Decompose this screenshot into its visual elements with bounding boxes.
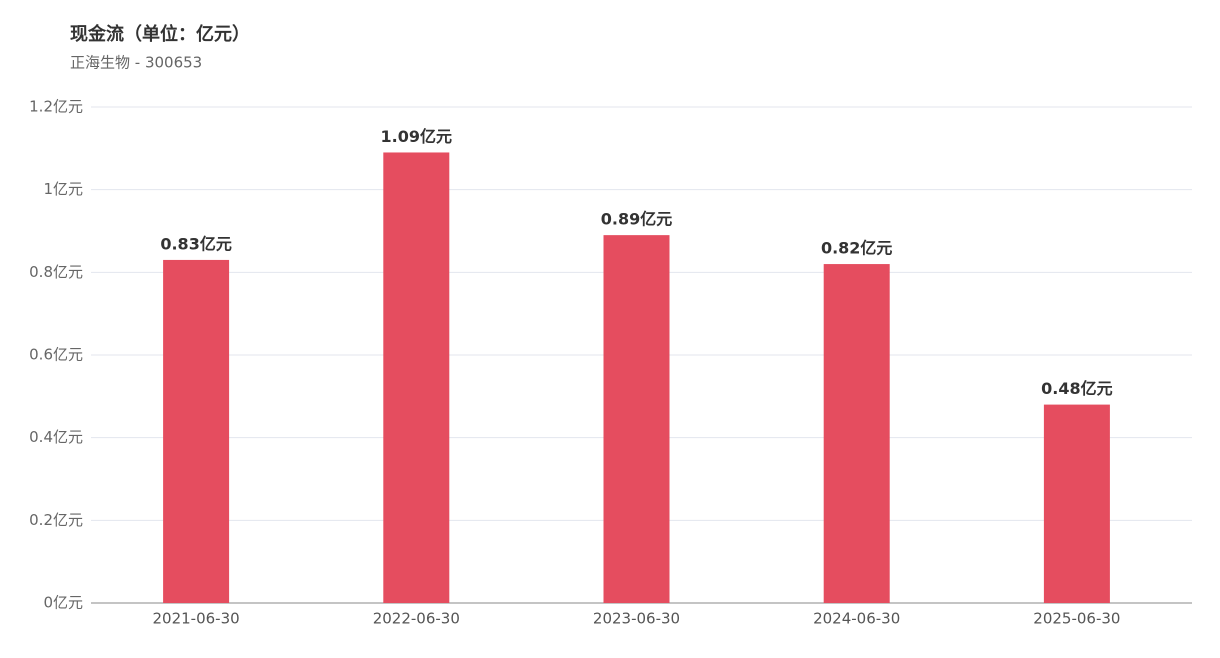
value-label: 1.09亿元 <box>381 127 452 146</box>
value-label: 0.89亿元 <box>601 210 672 229</box>
chart-subtitle: 正海生物 - 300653 <box>70 54 202 72</box>
bar <box>163 259 230 603</box>
y-tick-label: 1.2亿元 <box>29 98 83 116</box>
y-tick-label: 0.8亿元 <box>29 263 83 281</box>
bar <box>603 235 670 603</box>
x-tick-label: 2024-06-30 <box>813 610 900 628</box>
y-tick-label: 0.6亿元 <box>29 346 83 364</box>
y-tick-label: 0.2亿元 <box>29 511 83 529</box>
bar <box>1043 404 1110 603</box>
y-tick-label: 0亿元 <box>43 594 83 612</box>
x-tick-label: 2022-06-30 <box>373 610 460 628</box>
y-tick-label: 1亿元 <box>43 180 83 198</box>
value-label: 0.82亿元 <box>821 239 892 258</box>
x-tick-label: 2025-06-30 <box>1033 610 1120 628</box>
chart-title: 现金流（单位：亿元） <box>70 23 250 45</box>
x-tick-label: 2021-06-30 <box>153 610 240 628</box>
value-label: 0.83亿元 <box>160 234 231 253</box>
y-tick-label: 0.4亿元 <box>29 428 83 446</box>
x-tick-label: 2023-06-30 <box>593 610 680 628</box>
value-label: 0.48亿元 <box>1041 379 1112 398</box>
bar <box>383 152 450 603</box>
bar <box>823 264 890 603</box>
